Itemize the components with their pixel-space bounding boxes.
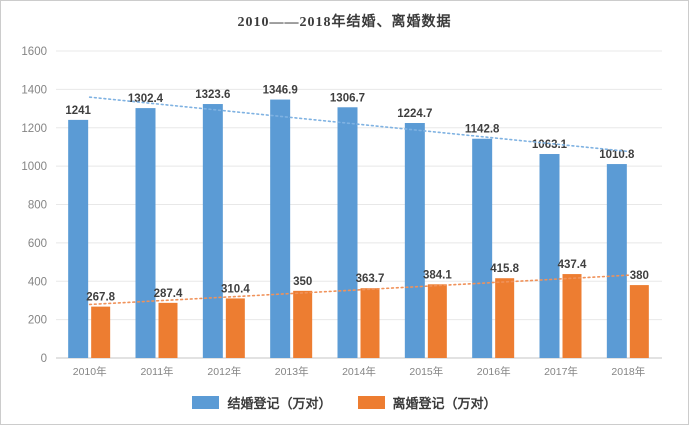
y-axis-tick-label: 800: [28, 200, 47, 212]
marriage-bar: [472, 138, 493, 358]
divorce-value-label: 380: [630, 270, 649, 282]
divorce-bar: [495, 278, 515, 358]
legend-label-divorce: 离婚登记（万对）: [392, 396, 497, 411]
y-axis-tick-label: 1400: [21, 84, 47, 96]
x-axis-tick-label: 2014年: [342, 365, 376, 378]
marriage-value-label: 1224.7: [397, 108, 432, 120]
divorce-bar: [293, 290, 313, 358]
legend-swatch-divorce-icon: [357, 396, 385, 409]
divorce-bar: [562, 274, 582, 358]
marriage-bar: [539, 154, 560, 358]
divorce-bar: [225, 298, 245, 358]
marriage-bar: [202, 104, 223, 359]
legend-item-marriage: 结婚登记（万对）: [192, 393, 332, 412]
x-axis-tick-label: 2018年: [611, 365, 645, 378]
y-axis-tick-label: 1200: [21, 123, 47, 135]
y-axis-tick-label: 0: [41, 353, 47, 365]
divorce-value-label: 384.1: [423, 269, 452, 281]
chart-title: 2010——2018年结婚、离婚数据: [237, 15, 452, 30]
divorce-value-label: 415.8: [490, 263, 519, 275]
x-axis-tick-label: 2017年: [544, 365, 578, 378]
x-axis-tick-label: 2010年: [73, 365, 107, 378]
marriage-bar: [606, 164, 627, 358]
x-axis-tick-label: 2011年: [140, 365, 173, 378]
divorce-value-label: 267.8: [86, 292, 115, 304]
marriage-bar: [270, 99, 291, 358]
divorce-value-label: 310.4: [221, 283, 250, 295]
divorce-trendline: [88, 274, 630, 306]
y-axis-tick-label: 1000: [21, 161, 47, 173]
divorce-value-label: 350: [293, 276, 312, 288]
marriage-value-label: 1010.8: [599, 149, 635, 161]
legend-swatch-marriage-icon: [192, 396, 220, 409]
divorce-bar: [427, 284, 447, 358]
y-axis-tick-label: 600: [28, 238, 47, 250]
divorce-value-label: 287.4: [154, 288, 183, 300]
marriage-trendline: [88, 96, 630, 153]
x-axis-tick-label: 2016年: [477, 365, 511, 378]
marriage-value-label: 1306.7: [330, 92, 365, 104]
x-axis-tick-label: 2015年: [409, 365, 443, 378]
x-axis-tick-label: 2013年: [275, 365, 309, 378]
marriage-value-label: 1142.8: [465, 124, 500, 136]
divorce-bar: [360, 288, 380, 358]
marriage-bar: [68, 119, 89, 359]
marriage-bar: [135, 108, 156, 359]
divorce-value-label: 363.7: [356, 273, 385, 285]
y-axis-tick-label: 400: [28, 276, 47, 288]
marriage-value-label: 1241: [65, 105, 91, 117]
divorce-bar: [91, 306, 111, 358]
x-axis-tick-label: 2012年: [207, 365, 241, 378]
marriage-value-label: 1323.6: [195, 89, 230, 101]
y-axis-tick-label: 200: [28, 315, 47, 327]
y-axis-tick-label: 1600: [21, 46, 47, 58]
legend-label-marriage: 结婚登记（万对）: [227, 396, 332, 411]
chart-legend: 结婚登记（万对） 离婚登记（万对）: [1, 393, 688, 412]
marriage-value-label: 1346.9: [263, 85, 298, 97]
divorce-bar: [158, 302, 178, 358]
divorce-bar: [629, 285, 649, 358]
marriage-bar: [404, 123, 425, 359]
legend-item-divorce: 离婚登记（万对）: [357, 393, 497, 412]
marriage-bar: [337, 107, 358, 358]
divorce-value-label: 437.4: [558, 259, 587, 271]
